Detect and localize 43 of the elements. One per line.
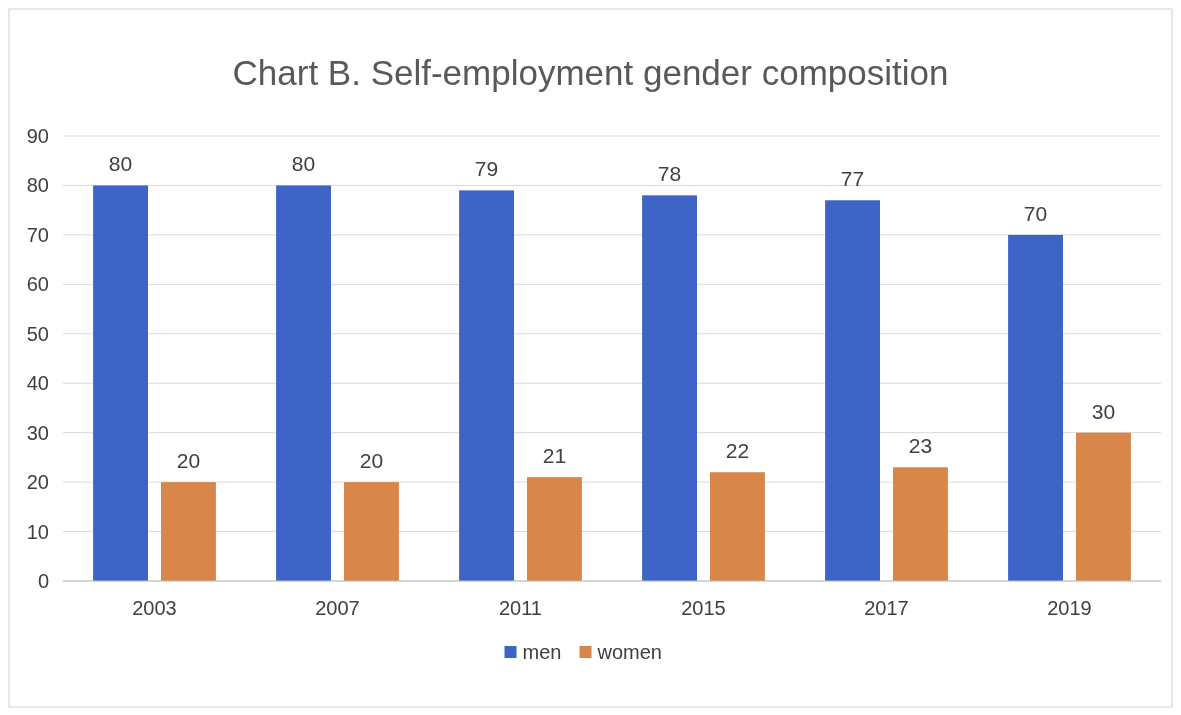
data-label: 23 [908,434,933,458]
bar [1008,234,1063,581]
data-label: 22 [725,439,750,463]
x-tick-label: 2017 [864,597,909,619]
x-tick-label: 2019 [1047,597,1092,619]
data-label: 21 [542,444,567,468]
bar [825,200,880,581]
chart-title: Chart B. Self-employment gender composition [232,53,949,92]
x-tick-label: 2003 [132,597,177,619]
data-label: 79 [474,157,499,181]
bar [459,190,514,581]
bar [1076,432,1131,581]
bar [710,472,765,581]
y-tick-label: 10 [26,520,49,543]
bar [276,185,331,581]
legend-label: women [596,641,662,663]
y-tick-label: 80 [26,174,49,197]
data-label: 20 [176,449,201,473]
x-tick-label: 2007 [315,597,360,619]
y-tick-label: 90 [26,125,49,147]
data-label: 20 [359,449,384,473]
data-label: 70 [1023,201,1048,225]
data-label: 77 [840,167,865,191]
data-label: 30 [1091,399,1116,423]
y-tick-label: 20 [26,471,49,494]
data-label: 80 [108,152,133,176]
data-label: 80 [291,152,316,176]
bar [527,477,582,581]
y-tick-label: 50 [26,322,49,345]
y-tick-label: 30 [26,421,49,444]
legend-label: men [522,641,562,663]
bar [642,195,697,581]
bar [161,482,216,581]
y-tick-label: 60 [26,273,49,296]
bar [344,482,399,581]
y-tick-label: 0 [37,570,49,592]
bar [893,467,948,581]
y-tick-label: 40 [26,372,49,395]
x-tick-label: 2015 [681,597,726,619]
y-tick-label: 70 [26,223,49,246]
bar [93,185,148,581]
data-label: 78 [657,162,682,186]
x-tick-label: 2011 [498,597,543,619]
